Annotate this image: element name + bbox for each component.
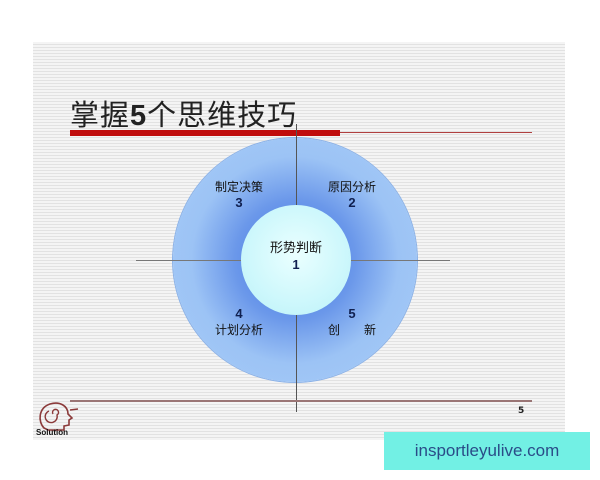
quadrant-label: 原因分析 xyxy=(327,180,376,194)
title-underline-bar xyxy=(70,130,340,136)
center-item: 形势判断 1 xyxy=(251,241,341,273)
slide-title: 掌握5个思维技巧 xyxy=(70,98,298,132)
inner-circle xyxy=(241,205,351,315)
quadrant-bottom-left: 4 计划分析 xyxy=(194,306,284,338)
logo-text: Solution xyxy=(36,428,68,437)
center-number: 1 xyxy=(292,257,300,272)
watermark-text: insportleyulive.com xyxy=(414,441,560,460)
quadrant-bottom-right: 5 创 新 xyxy=(307,306,397,338)
title-underline-line xyxy=(340,132,532,133)
quadrant-top-right: 原因分析 2 xyxy=(307,179,397,211)
quadrant-number: 4 xyxy=(235,306,243,321)
footer-line xyxy=(70,400,532,402)
quadrant-top-left: 制定决策 3 xyxy=(194,179,284,211)
center-label: 形势判断 xyxy=(269,241,322,256)
quadrant-label: 计划分析 xyxy=(214,323,263,337)
head-spiral-logo-icon xyxy=(39,402,79,431)
quadrant-number: 3 xyxy=(235,195,243,210)
quadrant-label: 制定决策 xyxy=(214,180,263,194)
quadrant-number: 2 xyxy=(348,195,356,210)
page-number: 5 xyxy=(518,406,525,416)
watermark-banner: insportleyulive.com xyxy=(384,432,590,470)
quadrant-label: 创 新 xyxy=(327,323,376,337)
quadrant-number: 5 xyxy=(348,306,356,321)
